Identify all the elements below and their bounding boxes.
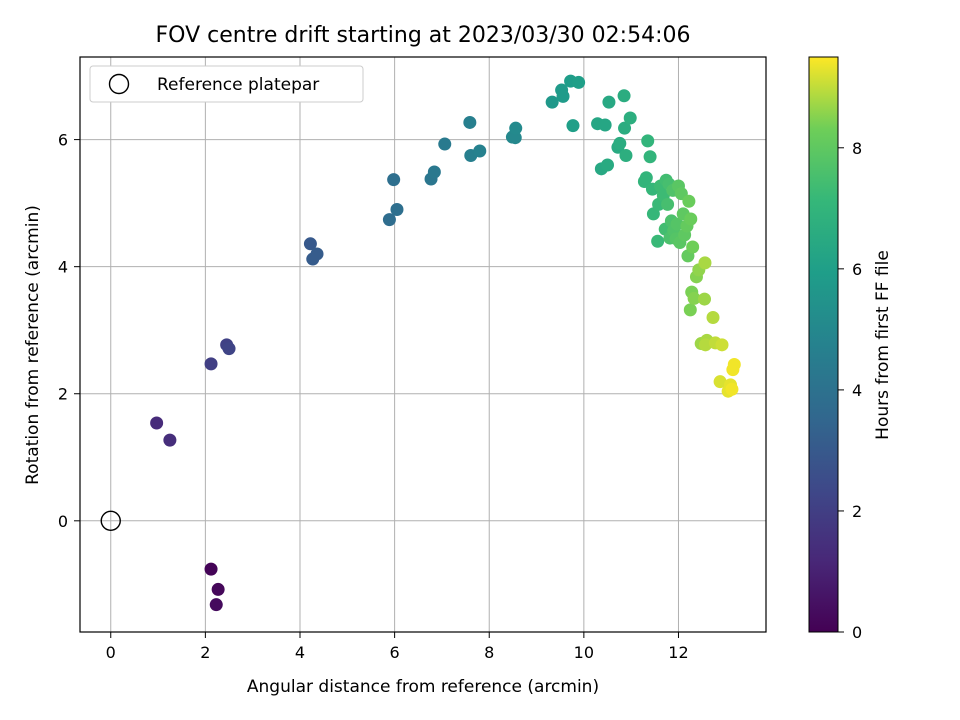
plot-frame [79,56,767,633]
colorbar-tick-label: 2 [852,502,862,521]
data-point [618,121,632,135]
data-point [463,115,477,129]
y-tick-label: 4 [58,258,68,277]
data-point [698,256,712,270]
data-point [727,358,741,372]
data-point [150,416,164,430]
data-point [382,213,396,227]
data-point [473,144,487,158]
data-point [670,217,684,231]
data-point [713,375,727,389]
data-point [163,433,177,447]
x-tick-label: 4 [295,643,305,662]
data-point [222,342,236,356]
data-points [150,74,741,612]
data-point [204,357,218,371]
colorbar-label: Hours from first FF file [873,250,893,440]
data-point [209,598,223,612]
colorbar: 0 2 4 6 8 Hours from first FF file [808,56,893,642]
data-point [698,338,712,352]
data-point [601,158,615,172]
data-point [556,89,570,103]
data-point [204,562,218,576]
colorbar-ticks: 0 2 4 6 8 [838,139,862,642]
data-point [686,240,700,254]
data-point [715,338,729,352]
data-point [598,118,612,132]
data-point [687,291,701,305]
x-axis-label: Angular distance from reference (arcmin) [247,677,599,697]
x-tick-label: 12 [668,643,688,662]
data-point [661,197,675,211]
data-point [639,171,653,185]
x-tick-label: 8 [484,643,494,662]
data-point [508,131,522,145]
colorbar-tick-label: 4 [852,381,862,400]
x-tick-label: 0 [106,643,116,662]
data-point [697,292,711,306]
legend-reference-marker [108,73,130,95]
data-point [387,173,401,187]
data-point [509,121,523,135]
data-point [725,382,739,396]
data-point [306,252,320,266]
reference-marker-group [100,510,121,532]
data-point [572,75,586,89]
data-point [602,95,616,109]
colorbar-tick-label: 6 [852,260,862,279]
x-tick-label: 6 [390,643,400,662]
data-point [643,150,657,164]
data-point [613,136,627,150]
data-point [211,582,225,596]
data-point [684,212,698,226]
data-point [623,111,637,125]
data-point [682,194,696,208]
data-point [683,303,697,317]
y-axis-ticks: 0 2 4 6 [58,131,80,531]
data-point [651,234,665,248]
data-point [303,237,317,251]
data-point [438,137,452,151]
reference-platepar-marker [100,510,121,532]
colorbar-tick-label: 0 [852,623,862,642]
chart-title: FOV centre drift starting at 2023/03/30 … [156,23,691,48]
y-tick-label: 0 [58,512,68,531]
x-axis-ticks: 0 2 4 6 8 10 12 [106,632,689,662]
legend-reference-label: Reference platepar [157,75,319,95]
y-tick-label: 6 [58,131,68,150]
legend-box [89,65,364,103]
data-point [706,310,720,324]
data-point [646,207,660,221]
data-point [617,89,631,103]
data-point [641,134,655,148]
data-point [545,95,559,109]
x-tick-label: 2 [200,643,210,662]
legend: Reference platepar [89,65,364,103]
data-point [619,148,633,162]
data-point [390,202,404,216]
y-axis-label: Rotation from reference (arcmin) [23,205,43,485]
colorbar-gradient [808,56,839,633]
y-tick-label: 2 [58,385,68,404]
colorbar-tick-label: 8 [852,139,862,158]
x-tick-label: 10 [574,643,594,662]
data-point [566,119,580,133]
data-point [427,165,441,179]
grid-lines [80,57,766,632]
